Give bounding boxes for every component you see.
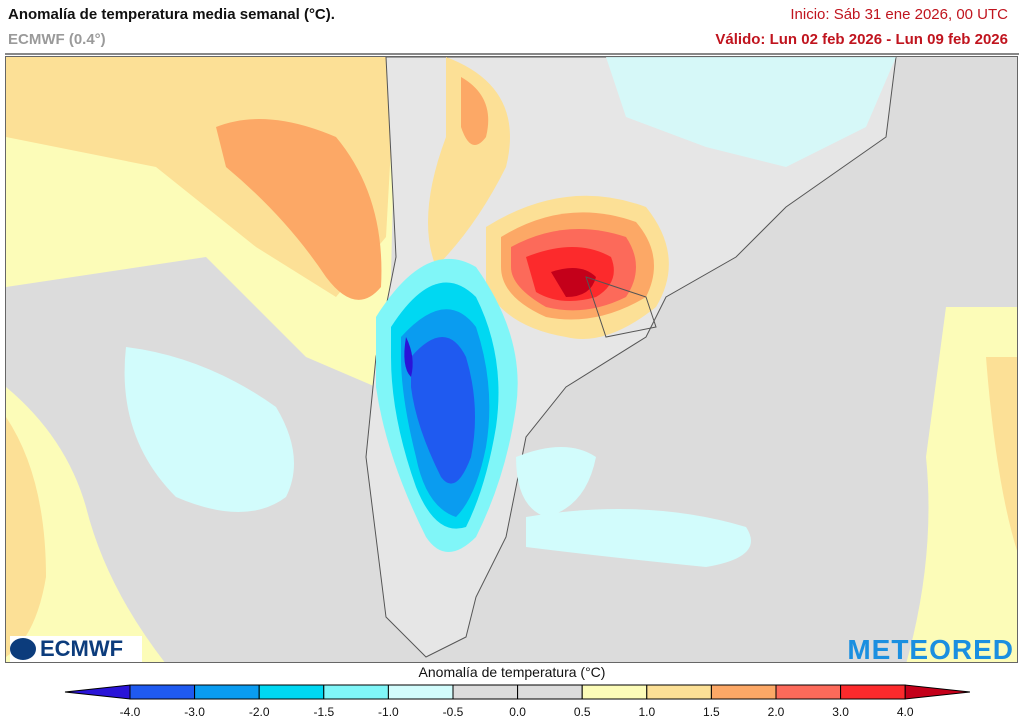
ecmwf-logo: ECMWF xyxy=(10,636,142,662)
colorbar-tick-label: -4.0 xyxy=(119,705,141,719)
colorbar xyxy=(64,684,970,700)
colorbar-title: Anomalía de temperatura (°C) xyxy=(418,664,606,680)
colorbar-over-arrow xyxy=(904,684,970,700)
colorbar-bin xyxy=(840,684,906,700)
colorbar-tick-label: 1.0 xyxy=(638,705,656,719)
colorbar-tick-label: 0.0 xyxy=(509,705,526,719)
map-title: Anomalía de temperatura media semanal (°… xyxy=(8,6,335,23)
colorbar-bin xyxy=(517,684,583,700)
colorbar-bin xyxy=(323,684,389,700)
colorbar-tick-label: -0.5 xyxy=(442,705,464,719)
colorbar-tick-label: -3.0 xyxy=(184,705,205,719)
colorbar-bin xyxy=(775,684,842,700)
colorbar-bin xyxy=(710,684,777,700)
anomaly-map xyxy=(5,56,1018,663)
ecmwf-globe-icon xyxy=(10,638,36,660)
colorbar-bin xyxy=(452,684,519,700)
header-divider xyxy=(5,53,1019,55)
colorbar-bin xyxy=(194,684,260,700)
colorbar-bin xyxy=(387,684,454,700)
colorbar-tick-label: 2.0 xyxy=(767,705,785,719)
colorbar-tick-label: -2.0 xyxy=(248,705,270,719)
meteored-logo: METEORED xyxy=(847,634,1014,665)
ecmwf-logo-text: ECMWF xyxy=(40,636,124,661)
colorbar-tick-label: 1.5 xyxy=(703,705,720,719)
colorbar-bin xyxy=(646,684,712,700)
colorbar-tick-label: -1.5 xyxy=(313,705,335,719)
colorbar-tick-label: 4.0 xyxy=(896,705,914,719)
valid-range: Válido: Lun 02 feb 2026 - Lun 09 feb 202… xyxy=(715,31,1008,48)
colorbar-bin xyxy=(129,684,196,700)
colorbar-tick-label: -1.0 xyxy=(378,705,399,719)
colorbar-tick-label: 0.5 xyxy=(573,705,591,719)
model-label: ECMWF (0.4°) xyxy=(8,31,106,48)
colorbar-bin xyxy=(581,684,648,700)
colorbar-bin xyxy=(258,684,325,700)
colorbar-tick-label: 3.0 xyxy=(832,705,849,719)
colorbar-under-arrow xyxy=(64,684,131,700)
init-time: Inicio: Sáb 31 ene 2026, 00 UTC xyxy=(790,6,1008,23)
